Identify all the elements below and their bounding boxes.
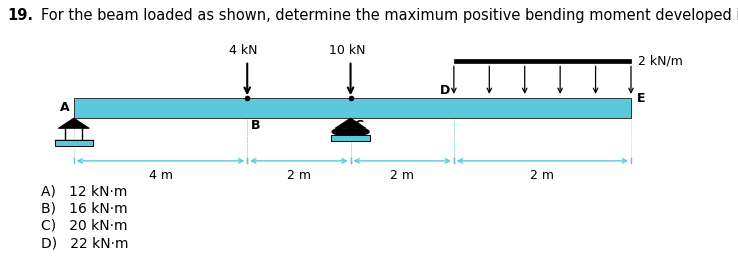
Circle shape bbox=[332, 129, 348, 135]
Text: C: C bbox=[354, 120, 363, 132]
Bar bbox=[74, 98, 631, 118]
Text: B)   16 kN·m: B) 16 kN·m bbox=[41, 202, 127, 215]
Text: 19.: 19. bbox=[7, 8, 33, 23]
Text: B: B bbox=[251, 120, 261, 132]
Bar bbox=[331, 135, 370, 141]
Text: 4 kN: 4 kN bbox=[230, 44, 258, 57]
Text: 10 kN: 10 kN bbox=[328, 44, 365, 57]
Text: D: D bbox=[440, 84, 450, 97]
Text: C)   20 kN·m: C) 20 kN·m bbox=[41, 219, 127, 233]
Text: For the beam loaded as shown, determine the maximum positive bending moment deve: For the beam loaded as shown, determine … bbox=[41, 8, 738, 23]
Text: 2 m: 2 m bbox=[287, 169, 311, 182]
Text: 2 kN/m: 2 kN/m bbox=[638, 55, 683, 68]
Circle shape bbox=[342, 129, 359, 135]
Text: A)   12 kN·m: A) 12 kN·m bbox=[41, 184, 127, 198]
Text: 2 m: 2 m bbox=[531, 169, 554, 182]
Polygon shape bbox=[335, 118, 366, 128]
Text: 2 m: 2 m bbox=[390, 169, 414, 182]
Circle shape bbox=[353, 129, 369, 135]
Text: D)   22 kN·m: D) 22 kN·m bbox=[41, 236, 128, 250]
Bar bbox=[454, 60, 631, 64]
Bar bbox=[55, 139, 93, 146]
Polygon shape bbox=[58, 118, 89, 128]
Text: E: E bbox=[637, 92, 646, 105]
Text: A: A bbox=[60, 101, 69, 114]
Text: 4 m: 4 m bbox=[148, 169, 173, 182]
